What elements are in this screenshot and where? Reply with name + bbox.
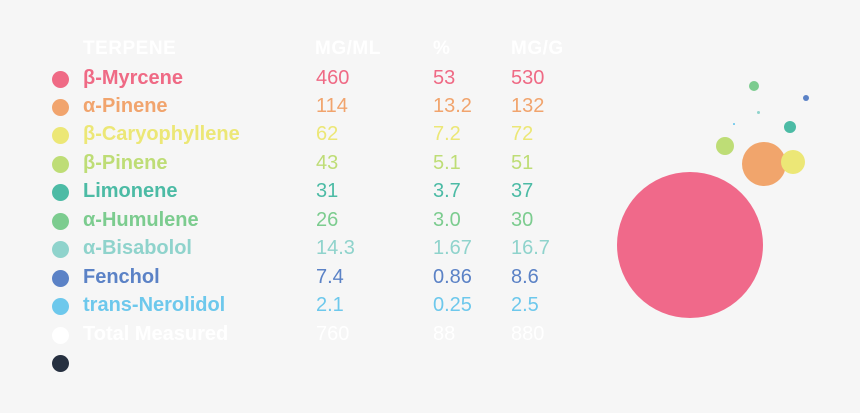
legend-dot-dark [52,355,69,372]
table-row: Limonene 31 3.7 37 [0,179,600,207]
terpene-name: Fenchol [83,266,160,288]
legend-dot [52,270,69,287]
legend-dot [52,127,69,144]
header-mg-ml: MG/ML [315,38,381,59]
bubble-1 [617,172,763,318]
value-percent: 88 [433,323,456,345]
value-mg-g: 16.7 [511,237,550,259]
value-mg-ml: 31 [316,180,339,202]
bubble-4 [716,137,734,155]
legend-dot [52,99,69,116]
bubble-3 [781,150,805,174]
table-row: Fenchol 7.4 0.86 8.6 [0,265,600,293]
value-mg-g: 37 [511,180,534,202]
legend-dot [52,327,69,344]
value-mg-ml: 114 [316,95,348,117]
table-row: β-Pinene 43 5.1 51 [0,151,600,179]
bubble-9 [733,123,735,125]
value-mg-g: 8.6 [511,266,539,288]
terpene-table: TERPENE MG/ML % MG/G β-Myrcene 460 53 530 α-… [0,38,600,372]
legend-dot [52,156,69,173]
terpene-name: trans-Nerolidol [83,294,226,316]
terpene-name: Limonene [83,180,178,202]
value-percent: 0.86 [433,266,472,288]
bubble-2 [742,142,786,186]
value-mg-g: 51 [511,152,534,174]
table-row: α-Pinene 114 13.2 132 [0,94,600,122]
table-row: α-Bisabolol 14.3 1.67 16.7 [0,236,600,264]
legend-dot [52,213,69,230]
value-mg-g: 530 [511,67,545,89]
value-mg-ml: 26 [316,209,339,231]
value-percent: 5.1 [433,152,461,174]
table-row: α-Humulene 26 3.0 30 [0,208,600,236]
value-percent: 13.2 [433,95,472,117]
terpene-name: α-Pinene [83,95,168,117]
bubble-8 [803,95,809,101]
value-mg-ml: 7.4 [316,266,344,288]
value-percent: 3.0 [433,209,461,231]
terpene-name: α-Bisabolol [83,237,192,259]
value-mg-g: 72 [511,123,534,145]
value-mg-g: 880 [511,323,545,345]
terpene-name: α-Humulene [83,209,199,231]
bubble-chart [600,60,860,360]
terpene-name: β-Caryophyllene [83,123,240,145]
table-row: trans-Nerolidol 2.1 0.25 2.5 [0,293,600,321]
table-row: β-Caryophyllene 62 7.2 72 [0,122,600,150]
legend-dot [52,184,69,201]
terpene-name: Total Measured [83,323,229,345]
header-terpene: TERPENE [83,38,177,59]
terpene-name: β-Myrcene [83,67,184,89]
legend-dot [52,71,69,88]
value-mg-ml: 43 [316,152,339,174]
legend-dot [52,241,69,258]
header-percent: % [433,38,451,59]
value-mg-ml: 14.3 [316,237,355,259]
terpene-name: β-Pinene [83,152,168,174]
value-mg-ml: 460 [316,67,350,89]
table-row: β-Myrcene 460 53 530 [0,66,600,94]
bubble-7 [756,110,760,114]
value-percent: 3.7 [433,180,461,202]
value-mg-ml: 2.1 [316,294,344,316]
table-row: Total Measured 760 88 880 [0,322,600,350]
value-percent: 53 [433,67,456,89]
value-percent: 7.2 [433,123,461,145]
bubble-5 [784,121,796,133]
value-mg-ml: 62 [316,123,339,145]
table-header: TERPENE MG/ML % MG/G [0,38,600,64]
bubble-6 [749,81,759,91]
value-mg-g: 2.5 [511,294,539,316]
value-mg-g: 30 [511,209,534,231]
value-percent: 1.67 [433,237,472,259]
header-mg-g: MG/G [511,38,564,59]
value-mg-ml: 760 [316,323,350,345]
value-percent: 0.25 [433,294,472,316]
value-mg-g: 132 [511,95,545,117]
legend-dot [52,298,69,315]
